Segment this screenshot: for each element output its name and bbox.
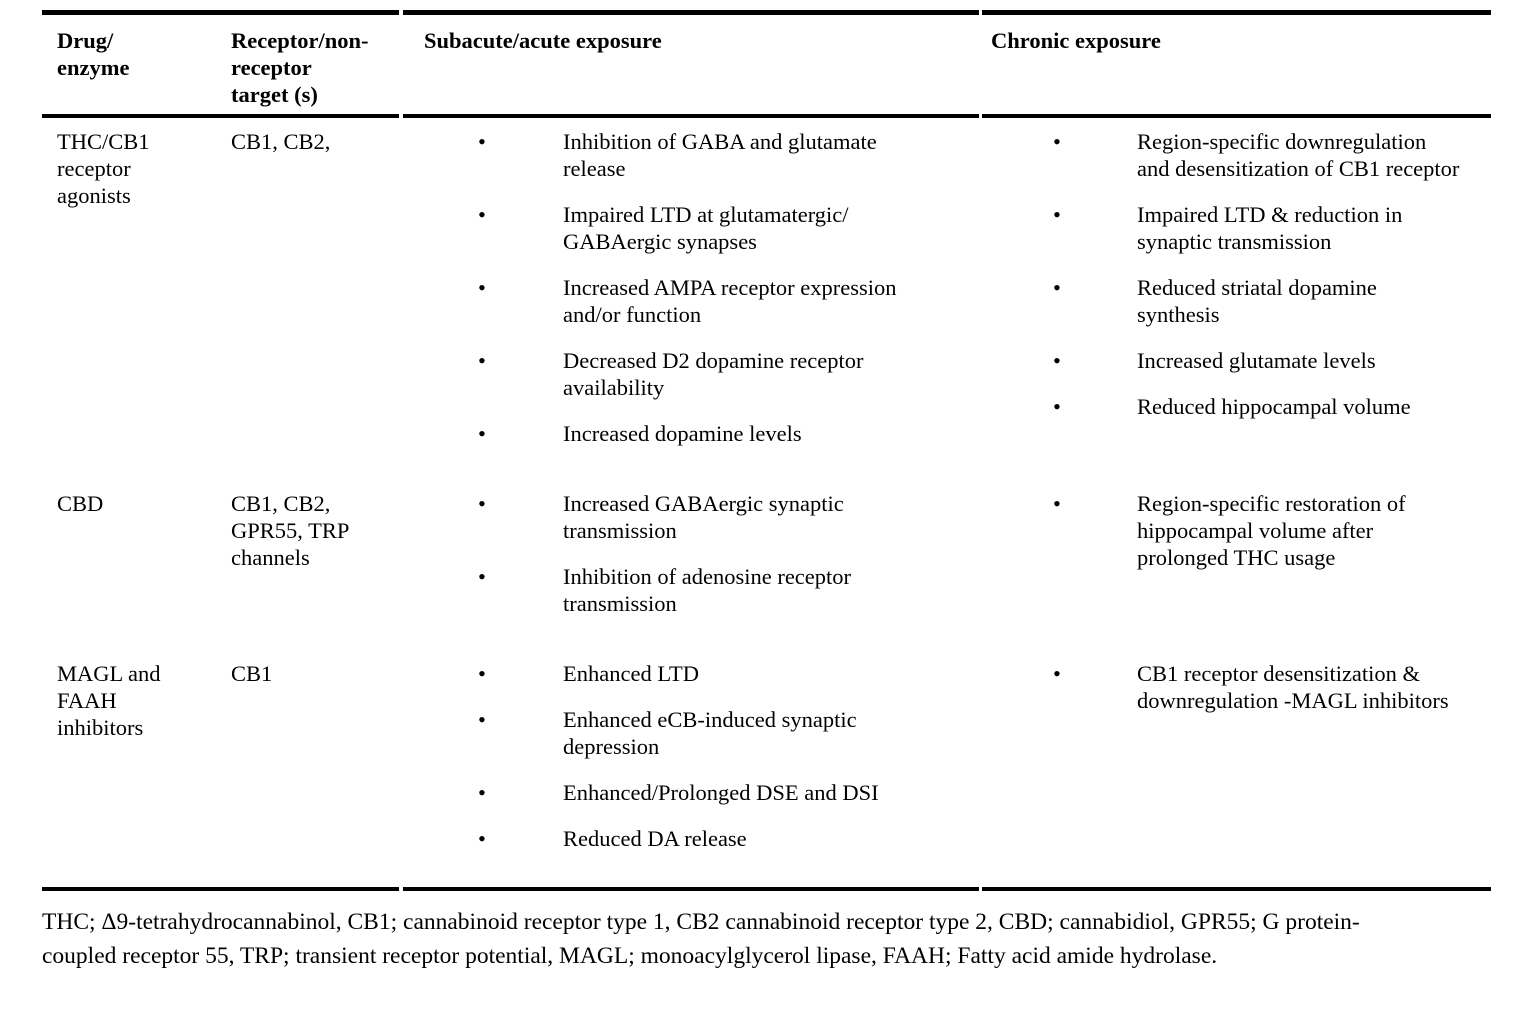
column-header-chronic-exposure: Chronic exposure xyxy=(991,28,1161,53)
receptor-target-cell: CB1 xyxy=(231,661,273,686)
list-item-text: Reduced hippocampal volume xyxy=(1137,394,1411,419)
table-top-border-segment xyxy=(403,10,979,15)
bullet-icon: • xyxy=(478,661,486,686)
list-item-text: Inhibition of GABA and glutamate release xyxy=(563,129,877,181)
column-header-receptor-target: Receptor/non- receptor target (s) xyxy=(231,28,369,107)
bullet-icon: • xyxy=(1053,394,1061,419)
receptor-target-cell: CB1, CB2, xyxy=(231,129,331,154)
list-item: • Increased dopamine levels xyxy=(402,420,896,447)
bullet-icon: • xyxy=(478,275,486,300)
list-item-text: Increased dopamine levels xyxy=(563,421,802,446)
list-item: • CB1 receptor desensitization & downregu… xyxy=(987,660,1449,714)
table-bottom-border-segment xyxy=(982,887,1491,891)
table-top-border-segment xyxy=(42,10,399,15)
chronic-list: • CB1 receptor desensitization & downregu… xyxy=(987,660,1449,714)
bullet-icon: • xyxy=(478,707,486,732)
list-item: • Impaired LTD & reduction in synaptic tr… xyxy=(987,201,1459,255)
list-item-text: Increased GABAergic synaptic transmissio… xyxy=(563,491,844,543)
list-item-text: Enhanced LTD xyxy=(563,661,699,686)
bullet-icon: • xyxy=(478,826,486,851)
list-item-text: Impaired LTD & reduction in synaptic tra… xyxy=(1137,202,1403,254)
bullet-icon: • xyxy=(478,129,486,154)
subacute-list: • Increased GABAergic synaptic transmissi… xyxy=(402,490,851,617)
list-item-text: Decreased D2 dopamine receptor availabil… xyxy=(563,348,864,400)
drug-enzyme-cell: MAGL and FAAH inhibitors xyxy=(57,661,161,740)
list-item-text: Enhanced/Prolonged DSE and DSI xyxy=(563,780,879,805)
list-item: • Inhibition of GABA and glutamate releas… xyxy=(402,128,896,182)
bullet-icon: • xyxy=(478,780,486,805)
drug-enzyme-cell: THC/CB1 receptor agonists xyxy=(57,129,150,208)
list-item: • Region-specific downregulation and dese… xyxy=(987,128,1459,182)
table-top-border-segment xyxy=(982,10,1491,15)
chronic-list: • Region-specific restoration of hippocam… xyxy=(987,490,1406,571)
bullet-icon: • xyxy=(478,564,486,589)
list-item: • Increased AMPA receptor expression and/… xyxy=(402,274,896,328)
list-item: • Increased glutamate levels xyxy=(987,347,1459,374)
table-header-border-segment xyxy=(42,114,399,118)
list-item-text: Inhibition of adenosine receptor transmi… xyxy=(563,564,852,616)
column-header-subacute-exposure: Subacute/acute exposure xyxy=(424,28,662,53)
list-item: • Inhibition of adenosine receptor transm… xyxy=(402,563,851,617)
subacute-list: • Inhibition of GABA and glutamate releas… xyxy=(402,128,896,447)
list-item-text: Increased glutamate levels xyxy=(1137,348,1376,373)
subacute-list: • Enhanced LTD • Enhanced eCB-induced syna… xyxy=(402,660,879,852)
bullet-icon: • xyxy=(478,348,486,373)
list-item: • Reduced striatal dopamine synthesis xyxy=(987,274,1459,328)
list-item: • Increased GABAergic synaptic transmissi… xyxy=(402,490,851,544)
bullet-icon: • xyxy=(1053,202,1061,227)
bullet-icon: • xyxy=(478,202,486,227)
bullet-icon: • xyxy=(1053,129,1061,154)
list-item-text: Reduced striatal dopamine synthesis xyxy=(1137,275,1377,327)
list-item-text: Reduced DA release xyxy=(563,826,747,851)
list-item-text: Enhanced eCB-induced synaptic depression xyxy=(563,707,857,759)
list-item: • Decreased D2 dopamine receptor availabi… xyxy=(402,347,896,401)
list-item-text: Region-specific downregulation and desen… xyxy=(1137,129,1460,181)
bullet-icon: • xyxy=(1053,661,1061,686)
list-item-text: Impaired LTD at glutamatergic/ GABAergic… xyxy=(563,202,849,254)
bullet-icon: • xyxy=(478,491,486,516)
bullet-icon: • xyxy=(1053,348,1061,373)
list-item-text: Region-specific restoration of hippocamp… xyxy=(1137,491,1406,570)
list-item: • Reduced DA release xyxy=(402,825,879,852)
list-item: • Enhanced LTD xyxy=(402,660,879,687)
list-item: • Reduced hippocampal volume xyxy=(987,393,1459,420)
list-item: • Region-specific restoration of hippocam… xyxy=(987,490,1406,571)
bullet-icon: • xyxy=(1053,275,1061,300)
table-bottom-border-segment xyxy=(403,887,979,891)
table-footnote: THC; Δ9-tetrahydrocannabinol, CB1; canna… xyxy=(42,909,1360,969)
bullet-icon: • xyxy=(1053,491,1061,516)
table-header-border-segment xyxy=(982,114,1491,118)
list-item-text: CB1 receptor desensitization & downregul… xyxy=(1137,661,1449,713)
chronic-list: • Region-specific downregulation and dese… xyxy=(987,128,1459,420)
list-item-text: Increased AMPA receptor expression and/o… xyxy=(563,275,897,327)
bullet-icon: • xyxy=(478,421,486,446)
table-header-border-segment xyxy=(403,114,979,118)
list-item: • Impaired LTD at glutamatergic/ GABAergi… xyxy=(402,201,896,255)
list-item: • Enhanced/Prolonged DSE and DSI xyxy=(402,779,879,806)
receptor-target-cell: CB1, CB2, GPR55, TRP channels xyxy=(231,491,350,570)
table-bottom-border-segment xyxy=(42,887,399,891)
column-header-drug-enzyme: Drug/ enzyme xyxy=(57,28,130,80)
drug-enzyme-cell: CBD xyxy=(57,491,104,516)
list-item: • Enhanced eCB-induced synaptic depressio… xyxy=(402,706,879,760)
